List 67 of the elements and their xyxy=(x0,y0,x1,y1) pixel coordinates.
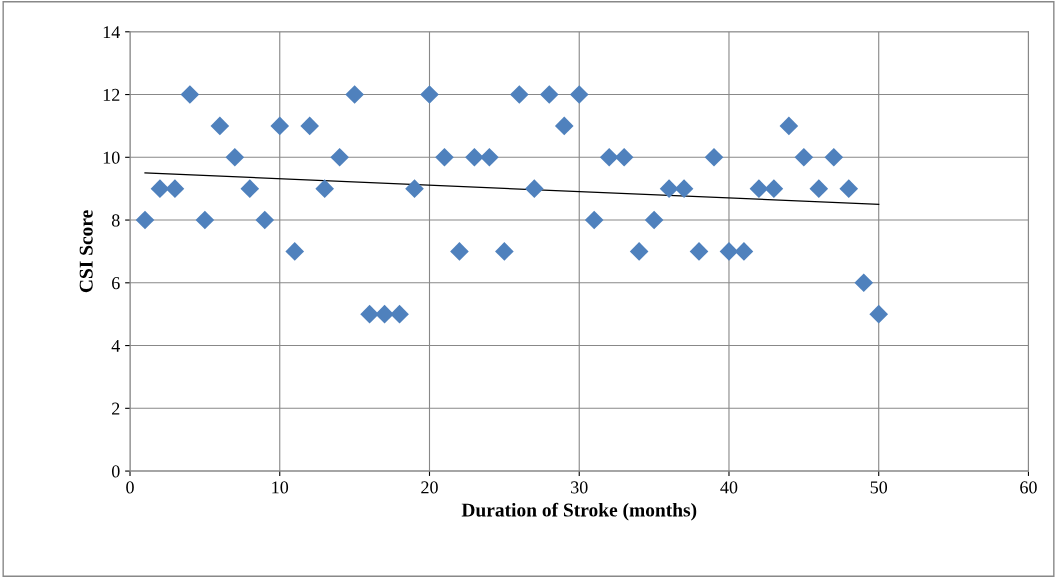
point xyxy=(719,242,739,261)
point xyxy=(809,179,829,198)
point xyxy=(195,210,215,230)
y-tick-label: 0 xyxy=(111,465,120,478)
point xyxy=(734,242,754,261)
point xyxy=(824,147,844,167)
point xyxy=(659,179,679,198)
point xyxy=(450,242,469,261)
point xyxy=(255,210,275,230)
x-tick-label: 0 xyxy=(126,481,134,494)
point xyxy=(584,210,604,230)
y-tick-label: 6 xyxy=(112,277,120,290)
point xyxy=(794,147,814,167)
point xyxy=(435,147,454,167)
x-tick-label: 40 xyxy=(720,481,738,494)
x-tick-label: 30 xyxy=(571,481,588,494)
point xyxy=(240,179,260,198)
y-axis-title: CSI Score xyxy=(79,210,93,293)
y-tick-label: 14 xyxy=(103,26,121,39)
point xyxy=(405,179,424,198)
point xyxy=(629,242,649,261)
point xyxy=(764,179,784,198)
point xyxy=(869,304,889,324)
point xyxy=(180,85,200,104)
point xyxy=(315,179,334,198)
point xyxy=(375,304,394,324)
point xyxy=(689,242,709,261)
point xyxy=(285,242,305,261)
y-tick-label: 2 xyxy=(112,402,120,415)
point xyxy=(839,179,859,198)
x-tick-label: 60 xyxy=(1020,481,1037,494)
point xyxy=(749,179,769,198)
point xyxy=(165,179,185,198)
x-tick-label: 10 xyxy=(272,481,289,494)
point xyxy=(854,273,874,293)
point xyxy=(270,116,290,136)
x-axis-title: Duration of Stroke (months) xyxy=(461,502,697,521)
y-tick-label: 10 xyxy=(103,151,120,164)
point xyxy=(779,116,799,136)
y-tick-label: 8 xyxy=(111,214,120,227)
point xyxy=(510,85,529,104)
point xyxy=(210,116,230,136)
point xyxy=(300,116,320,136)
point xyxy=(704,147,724,167)
point xyxy=(480,147,499,167)
point xyxy=(360,304,379,324)
point xyxy=(614,147,634,167)
x-tick-label: 20 xyxy=(421,481,438,494)
point xyxy=(644,210,664,230)
y-tick-label: 12 xyxy=(103,88,120,101)
point xyxy=(554,116,574,136)
point xyxy=(420,85,439,104)
point xyxy=(525,179,544,198)
point xyxy=(674,179,694,198)
point xyxy=(599,147,619,167)
point xyxy=(345,85,364,104)
x-tick-label: 50 xyxy=(870,481,888,494)
point xyxy=(495,242,514,261)
point xyxy=(569,85,589,104)
point xyxy=(150,179,170,198)
point xyxy=(135,210,155,230)
point xyxy=(225,147,245,167)
point xyxy=(539,85,559,104)
point xyxy=(330,147,349,167)
point xyxy=(390,304,409,324)
point xyxy=(465,147,484,167)
y-tick-label: 4 xyxy=(111,339,121,352)
